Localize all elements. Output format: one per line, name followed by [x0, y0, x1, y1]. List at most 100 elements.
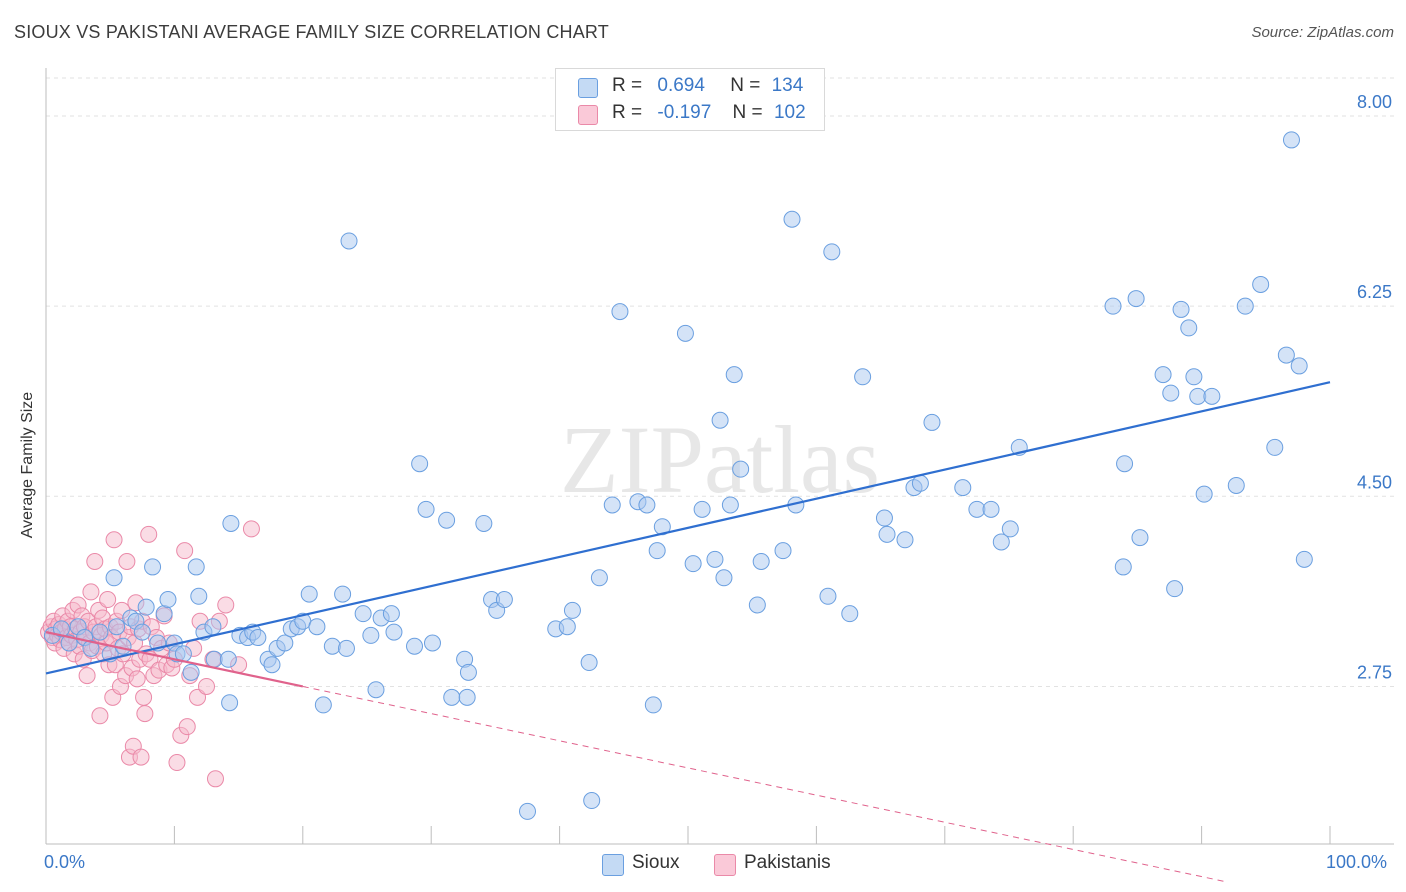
legend-n-value: 134: [771, 75, 804, 96]
sioux-point: [854, 368, 872, 386]
series-label-sioux: Sioux: [632, 852, 680, 873]
pakistanis-point: [91, 707, 109, 725]
sioux-point: [982, 500, 1000, 518]
sioux-point: [91, 623, 109, 641]
pakistanis-point: [242, 520, 260, 538]
sioux-trend-line: [45, 381, 1331, 675]
sioux-point: [519, 802, 536, 820]
sioux-point: [684, 555, 702, 573]
sioux-point: [187, 558, 205, 576]
sioux-point: [340, 232, 358, 250]
pakistanis-point: [128, 670, 146, 688]
pakistanis-point: [178, 718, 196, 736]
sioux-point: [590, 569, 608, 587]
sioux-point: [1180, 319, 1198, 337]
pakistanis-trend-extension: [302, 685, 1228, 883]
sioux-point: [438, 511, 456, 529]
pakistanis-point: [78, 667, 96, 685]
sioux-point: [1131, 529, 1149, 547]
sioux-point: [159, 591, 177, 609]
source-label: Source: ZipAtlas.com: [1251, 24, 1394, 41]
sioux-point: [968, 500, 986, 518]
trend-lines: [45, 381, 1331, 883]
sioux-point: [105, 569, 123, 587]
legend-n-value: 102: [773, 102, 806, 123]
series-swatch-sioux: [602, 854, 624, 876]
y-tick-label: 6.25: [1357, 282, 1392, 302]
sioux-point: [954, 479, 972, 497]
sioux-point: [1114, 558, 1132, 576]
y-tick-label: 2.75: [1357, 662, 1392, 682]
pakistanis-point: [105, 531, 123, 549]
sioux-point: [721, 496, 739, 514]
sioux-point: [205, 650, 223, 668]
pakistanis-point: [118, 553, 136, 571]
pakistanis-point: [217, 596, 235, 614]
sioux-point: [583, 792, 601, 810]
pakistanis-point: [140, 525, 158, 543]
sioux-point: [314, 696, 332, 714]
sioux-point: [783, 210, 801, 228]
sioux-point: [1172, 300, 1190, 318]
axes: [45, 68, 1394, 845]
sioux-point: [1185, 368, 1203, 386]
sioux-point: [644, 696, 662, 714]
sioux-point: [1227, 476, 1245, 494]
sioux-point: [382, 605, 400, 623]
legend-r-label: R =: [612, 75, 643, 96]
sioux-point: [459, 663, 477, 681]
sioux-point: [748, 596, 766, 614]
sioux-point: [563, 601, 581, 619]
sioux-point: [1252, 275, 1270, 293]
sioux-point: [1277, 346, 1295, 364]
sioux-point: [1282, 131, 1300, 149]
sioux-point: [354, 605, 372, 623]
sioux-point: [221, 694, 239, 712]
legend-swatch-pakistanis: [578, 105, 598, 125]
sioux-point: [52, 620, 70, 638]
y-tick-label: 8.00: [1357, 92, 1392, 112]
sioux-point: [648, 542, 666, 560]
correlation-legend: R = 0.694 N = 134 R = -0.197 N = 102: [555, 68, 825, 131]
x-tick-label-max: 100.0%: [1326, 852, 1388, 872]
sioux-point: [411, 455, 429, 473]
sioux-point: [875, 509, 893, 527]
sioux-point: [362, 626, 380, 644]
sioux-point: [611, 303, 629, 321]
sioux-point: [841, 605, 859, 623]
sioux-point: [706, 550, 724, 568]
sioux-point: [819, 587, 837, 605]
pakistanis-point: [135, 688, 153, 706]
sioux-point: [1162, 384, 1180, 402]
sioux-point: [417, 500, 435, 518]
sioux-point: [204, 618, 222, 636]
sioux-point: [406, 637, 424, 655]
sioux-points: [43, 131, 1313, 820]
sioux-point: [580, 654, 598, 672]
sioux-point: [1116, 455, 1134, 473]
sioux-point: [896, 531, 914, 549]
sioux-point: [676, 324, 694, 342]
sioux-point: [423, 634, 441, 652]
sioux-point: [1236, 297, 1254, 315]
legend-swatch-sioux: [578, 78, 598, 98]
sioux-point: [992, 533, 1010, 551]
sioux-point: [1166, 580, 1184, 598]
sioux-point: [638, 496, 656, 514]
sioux-point: [1001, 520, 1019, 538]
sioux-point: [458, 688, 476, 706]
legend-n-label: N =: [730, 75, 761, 96]
pakistanis-point: [168, 754, 186, 772]
series-label-pakistanis: Pakistanis: [744, 852, 831, 873]
sioux-point: [711, 411, 729, 429]
sioux-point: [495, 591, 513, 609]
series-swatch-pakistanis: [714, 854, 736, 876]
sioux-point: [182, 663, 200, 681]
sioux-point: [911, 474, 929, 492]
sioux-point: [475, 514, 493, 532]
sioux-point: [249, 629, 267, 647]
sioux-point: [1189, 387, 1207, 405]
pakistanis-point: [136, 705, 154, 723]
sioux-point: [367, 681, 385, 699]
